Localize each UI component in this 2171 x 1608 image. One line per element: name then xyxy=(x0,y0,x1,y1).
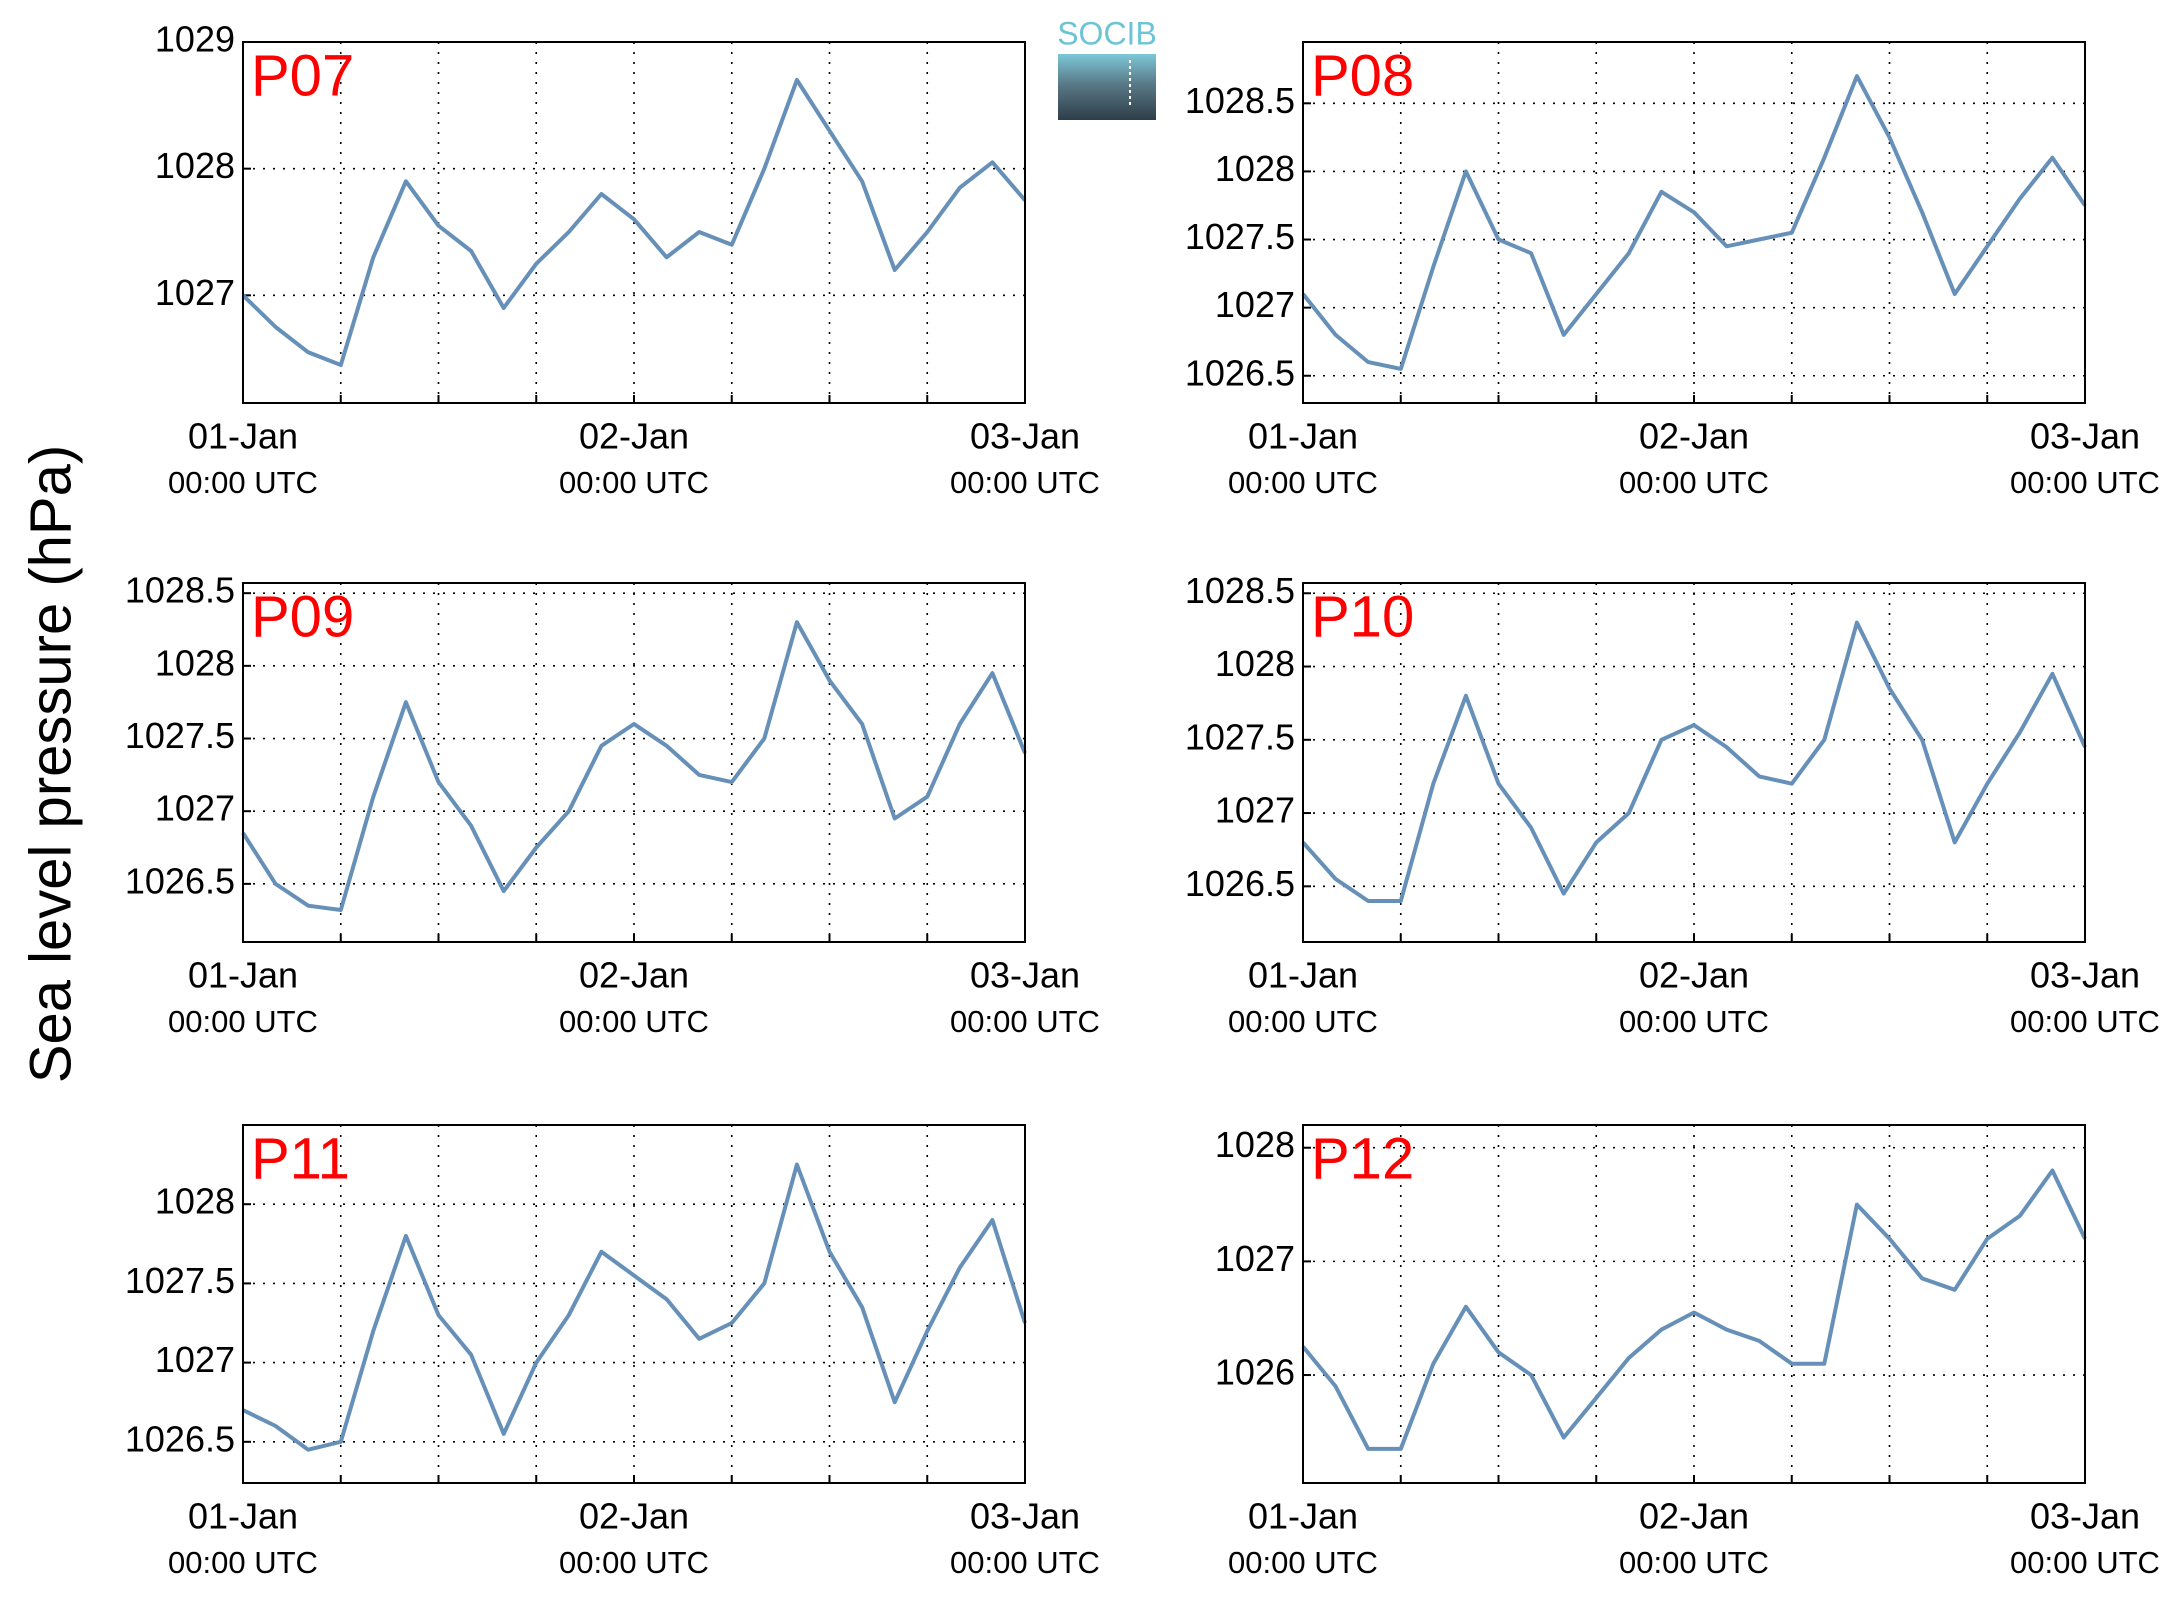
x-tick-label: 01-Jan xyxy=(1248,416,1358,457)
y-tick-label: 1027.5 xyxy=(1185,716,1295,757)
x-tick-label: 02-Jan xyxy=(579,955,689,996)
y-tick-label: 1028.5 xyxy=(1185,80,1295,121)
panel: 1027 1028 1029 01-Jan 00:00 UTC 02-Jan 00:00 U… xyxy=(155,19,1100,501)
logo: SOCIB xyxy=(1057,15,1157,120)
y-tick-label: 1028 xyxy=(1215,643,1295,684)
x-tick-label: 03-Jan xyxy=(970,955,1080,996)
logo-box xyxy=(1058,54,1156,120)
axes-frame xyxy=(242,1124,1026,1484)
plot-area xyxy=(243,1125,1025,1483)
x-tick-label: 03-Jan xyxy=(2030,1496,2140,1537)
plot-area xyxy=(243,583,1025,942)
y-tick-label: 1029 xyxy=(155,19,235,60)
x-tick-sublabel: 00:00 UTC xyxy=(1619,1545,1769,1580)
data-line xyxy=(241,620,1027,912)
y-tick-label: 1026.5 xyxy=(125,1418,235,1459)
x-tick-label: 02-Jan xyxy=(1639,416,1749,457)
y-tick-label: 1027 xyxy=(155,272,235,313)
y-tick-label: 1027 xyxy=(1215,790,1295,831)
axes-frame xyxy=(1302,41,2086,404)
x-tick-sublabel: 00:00 UTC xyxy=(2010,1004,2160,1039)
panel: 1026.5 1027 1027.5 1028 1028.5 01-Jan 00:00 UT… xyxy=(125,570,1100,1039)
plot-area xyxy=(1303,583,2085,942)
y-tick-label: 1026.5 xyxy=(1185,352,1295,393)
y-tick-label: 1028 xyxy=(1215,148,1295,189)
x-tick-label: 02-Jan xyxy=(1639,955,1749,996)
x-tick-label: 02-Jan xyxy=(1639,1496,1749,1537)
y-tick-label: 1026 xyxy=(1215,1352,1295,1393)
x-tick-sublabel: 00:00 UTC xyxy=(2010,1545,2160,1580)
x-tick-sublabel: 00:00 UTC xyxy=(559,465,709,500)
x-tick-label: 01-Jan xyxy=(188,416,298,457)
x-tick-sublabel: 00:00 UTC xyxy=(168,465,318,500)
y-tick-label: 1028 xyxy=(155,642,235,683)
panel-title: P11 xyxy=(251,1126,350,1191)
x-tick-sublabel: 00:00 UTC xyxy=(559,1545,709,1580)
panel-title: P10 xyxy=(1311,584,1414,649)
data-line xyxy=(1301,1168,2087,1451)
axes-frame xyxy=(1302,1124,2086,1484)
x-tick-sublabel: 00:00 UTC xyxy=(1619,1004,1769,1039)
x-tick-sublabel: 00:00 UTC xyxy=(1228,1545,1378,1580)
x-tick-label: 03-Jan xyxy=(970,416,1080,457)
x-tick-sublabel: 00:00 UTC xyxy=(950,1545,1100,1580)
y-tick-label: 1028 xyxy=(155,1181,235,1222)
x-tick-label: 03-Jan xyxy=(2030,955,2140,996)
panel-title: P07 xyxy=(251,43,354,108)
x-tick-label: 01-Jan xyxy=(188,955,298,996)
x-tick-label: 02-Jan xyxy=(579,1496,689,1537)
y-tick-label: 1027.5 xyxy=(1185,216,1295,257)
y-tick-label: 1028.5 xyxy=(125,570,235,611)
y-tick-label: 1028 xyxy=(155,145,235,186)
y-tick-label: 1028 xyxy=(1215,1124,1295,1165)
y-tick-label: 1028.5 xyxy=(1185,570,1295,611)
y-tick-label: 1026.5 xyxy=(125,860,235,901)
axes-frame xyxy=(242,582,1026,943)
y-tick-label: 1027.5 xyxy=(125,1260,235,1301)
y-tick-label: 1026.5 xyxy=(1185,863,1295,904)
panel: 1026.5 1027 1027.5 1028 1028.5 01-Jan 00:00 UT… xyxy=(1185,41,2160,500)
x-tick-sublabel: 00:00 UTC xyxy=(2010,465,2160,500)
data-line xyxy=(1301,620,2087,903)
panel-title: P09 xyxy=(251,584,354,649)
x-tick-sublabel: 00:00 UTC xyxy=(950,465,1100,500)
x-tick-label: 02-Jan xyxy=(579,416,689,457)
x-tick-label: 01-Jan xyxy=(188,1496,298,1537)
x-tick-sublabel: 00:00 UTC xyxy=(168,1004,318,1039)
panel-title: P12 xyxy=(1311,1126,1414,1191)
panel-title: P08 xyxy=(1311,43,1414,108)
x-tick-sublabel: 00:00 UTC xyxy=(559,1004,709,1039)
y-tick-label: 1027 xyxy=(155,788,235,829)
x-tick-label: 03-Jan xyxy=(2030,416,2140,457)
plot-area xyxy=(1303,1125,2085,1483)
y-tick-label: 1027 xyxy=(1215,1238,1295,1279)
y-tick-label: 1027 xyxy=(155,1339,235,1380)
x-tick-sublabel: 00:00 UTC xyxy=(950,1004,1100,1039)
data-line xyxy=(242,1162,1027,1452)
x-tick-label: 01-Jan xyxy=(1248,955,1358,996)
y-tick-label: 1027 xyxy=(1215,284,1295,325)
y-axis-label: Sea level pressure (hPa) xyxy=(18,445,83,1083)
axes-frame xyxy=(242,41,1026,404)
data-line xyxy=(1301,74,2087,371)
x-tick-sublabel: 00:00 UTC xyxy=(168,1545,318,1580)
data-line xyxy=(241,78,1027,367)
panel: 1026.5 1027 1027.5 1028 01-Jan 00:00 UTC 02-Ja… xyxy=(125,1124,1100,1580)
y-tick-label: 1027.5 xyxy=(125,715,235,756)
panel: 1026 1027 1028 01-Jan 00:00 UTC 02-Jan 00:00 U… xyxy=(1215,1124,2160,1580)
x-tick-sublabel: 00:00 UTC xyxy=(1228,465,1378,500)
logo-text: SOCIB xyxy=(1057,15,1157,51)
x-tick-label: 01-Jan xyxy=(1248,1496,1358,1537)
panel: 1026.5 1027 1027.5 1028 1028.5 01-Jan 00:00 UT… xyxy=(1185,570,2160,1039)
x-tick-sublabel: 00:00 UTC xyxy=(1228,1004,1378,1039)
x-tick-label: 03-Jan xyxy=(970,1496,1080,1537)
axes-frame xyxy=(1302,582,2086,943)
x-tick-sublabel: 00:00 UTC xyxy=(1619,465,1769,500)
